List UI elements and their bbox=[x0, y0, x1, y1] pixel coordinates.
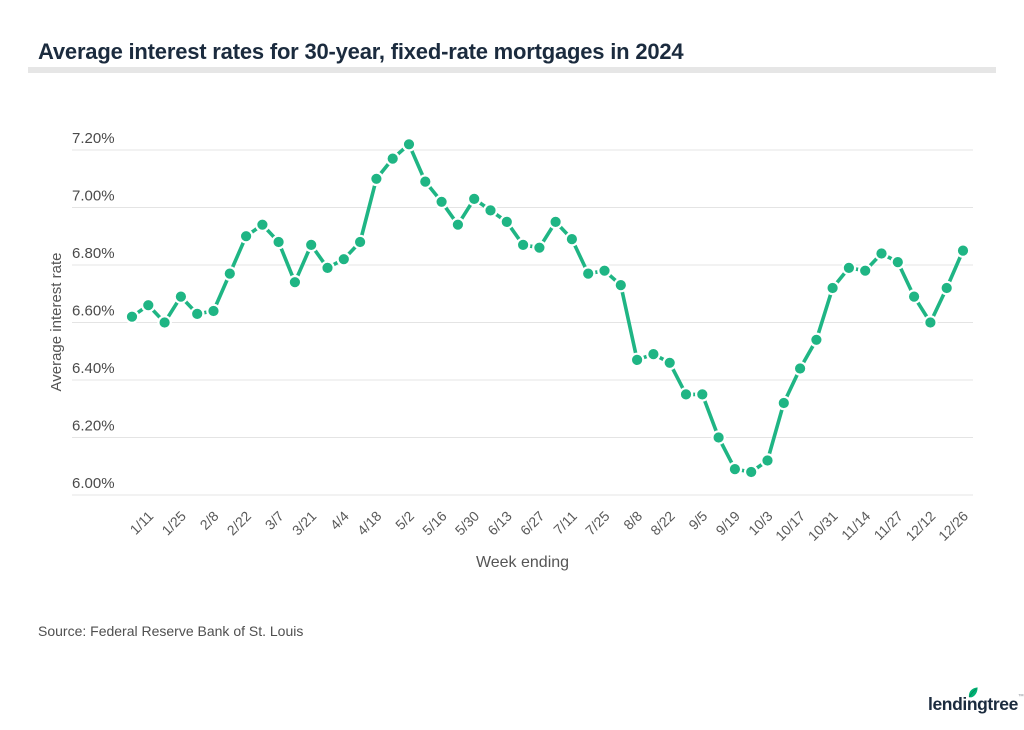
data-point bbox=[532, 240, 547, 255]
data-point bbox=[939, 280, 954, 296]
data-point bbox=[352, 234, 368, 250]
chart-svg: 6.00%6.20%6.40%6.60%6.80%7.00%7.20%1/11 1… bbox=[72, 130, 973, 544]
data-point bbox=[711, 430, 726, 445]
y-tick-label: 7.00% bbox=[72, 188, 115, 205]
data-point bbox=[287, 274, 303, 290]
y-tick-label: 6.00% bbox=[72, 475, 115, 492]
page-title: Average interest rates for 30-year, fixe… bbox=[38, 38, 684, 64]
y-tick-label: 6.40% bbox=[72, 360, 115, 377]
x-tick-label: 4/4 bbox=[327, 508, 352, 533]
leaf-icon bbox=[968, 687, 978, 698]
data-point bbox=[271, 234, 286, 250]
data-point bbox=[597, 263, 612, 278]
x-tick-label: 7/11 bbox=[550, 508, 580, 538]
data-point bbox=[923, 315, 938, 330]
x-tick-label: 2/8 bbox=[197, 508, 222, 533]
data-point bbox=[434, 194, 449, 210]
data-point bbox=[906, 289, 922, 304]
x-tick-label: 9/19 bbox=[712, 508, 743, 539]
x-tick-label: 9/5 bbox=[685, 508, 710, 533]
x-tick-label: 11/14 bbox=[838, 508, 874, 544]
title-divider bbox=[28, 67, 996, 73]
x-tick-label: 8/8 bbox=[620, 508, 645, 533]
data-point bbox=[173, 289, 189, 304]
x-tick-label: 5/2 bbox=[392, 508, 417, 533]
data-point bbox=[124, 309, 140, 324]
logo-text: lendingtree bbox=[928, 694, 1018, 714]
data-point bbox=[857, 263, 873, 278]
data-point bbox=[955, 243, 971, 258]
data-point bbox=[678, 387, 694, 402]
data-point bbox=[369, 171, 384, 187]
line-series bbox=[130, 142, 965, 474]
data-point bbox=[417, 174, 433, 189]
y-tick-label: 6.60% bbox=[72, 303, 115, 320]
x-axis-title: Week ending bbox=[475, 554, 570, 571]
x-tick-label: 5/16 bbox=[419, 508, 450, 539]
x-tick-label: 1/25 bbox=[158, 508, 189, 539]
x-tick-label: 5/30 bbox=[452, 508, 483, 539]
data-point bbox=[776, 395, 792, 411]
data-point bbox=[303, 237, 319, 253]
x-tick-label: 2/22 bbox=[224, 508, 255, 539]
data-point bbox=[466, 191, 482, 207]
data-point bbox=[189, 306, 205, 322]
data-point bbox=[157, 315, 172, 330]
x-tick-label: 4/18 bbox=[354, 508, 385, 539]
data-point bbox=[825, 280, 840, 296]
y-tick-label: 7.20% bbox=[72, 130, 115, 147]
data-point bbox=[841, 260, 857, 276]
data-point bbox=[874, 246, 889, 261]
x-tick-label: 6/13 bbox=[484, 508, 515, 539]
data-point bbox=[320, 260, 335, 276]
lendingtree-logo: lendingtree™ bbox=[928, 687, 1024, 715]
y-tick-label: 6.80% bbox=[72, 245, 115, 262]
data-point bbox=[743, 464, 759, 480]
x-tick-label: 10/3 bbox=[745, 508, 776, 539]
data-point bbox=[809, 332, 824, 348]
y-axis-title: Average interest rate bbox=[48, 252, 65, 392]
x-tick-label: 10/17 bbox=[772, 508, 808, 544]
data-point bbox=[662, 355, 677, 371]
x-tick-label: 3/7 bbox=[262, 508, 287, 533]
logo-trademark: ™ bbox=[1017, 694, 1024, 700]
x-tick-label: 8/22 bbox=[647, 508, 678, 539]
x-tick-label: 3/21 bbox=[289, 508, 320, 539]
data-point bbox=[890, 254, 906, 270]
data-point bbox=[483, 203, 498, 218]
data-point bbox=[401, 137, 417, 152]
data-point bbox=[564, 231, 580, 247]
data-point bbox=[629, 352, 645, 368]
x-tick-label: 7/25 bbox=[582, 508, 613, 539]
data-point bbox=[255, 217, 270, 232]
x-tick-label: 12/12 bbox=[902, 508, 938, 544]
data-point bbox=[760, 453, 775, 468]
data-point bbox=[646, 346, 661, 362]
source-note: Source: Federal Reserve Bank of St. Loui… bbox=[38, 623, 304, 639]
data-point bbox=[206, 303, 221, 319]
data-point bbox=[792, 361, 808, 376]
x-tick-label: 12/26 bbox=[935, 508, 971, 544]
data-point bbox=[613, 277, 629, 293]
data-point bbox=[548, 214, 563, 230]
data-point bbox=[336, 251, 352, 267]
y-tick-label: 6.20% bbox=[72, 418, 115, 435]
data-point bbox=[222, 266, 238, 281]
data-point bbox=[450, 217, 466, 232]
data-point bbox=[141, 297, 156, 313]
x-tick-label: 1/11 bbox=[127, 508, 157, 538]
data-point bbox=[385, 151, 400, 166]
data-point bbox=[515, 237, 531, 253]
x-tick-label: 10/31 bbox=[805, 508, 841, 544]
data-point bbox=[694, 387, 710, 402]
data-point bbox=[580, 266, 596, 281]
x-tick-label: 11/27 bbox=[871, 508, 907, 544]
data-point bbox=[238, 228, 254, 244]
x-tick-label: 6/27 bbox=[517, 508, 548, 539]
data-point bbox=[499, 214, 515, 230]
data-point bbox=[727, 461, 743, 477]
